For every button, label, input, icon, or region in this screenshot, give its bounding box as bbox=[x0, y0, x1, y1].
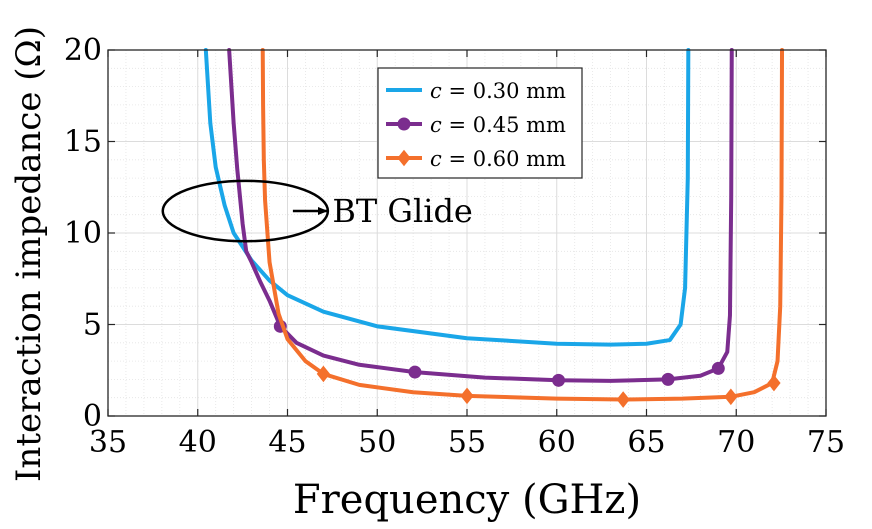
data-point-marker bbox=[552, 373, 566, 387]
ticks-layer: 35 40 45 50 55 60 65 70 75 0 5 10 15 20 bbox=[64, 33, 845, 460]
legend-label: c = 0.60 mm bbox=[430, 147, 566, 171]
annotation-layer: BT Glide bbox=[161, 179, 473, 243]
legend-entry-1: c = 0.30 mm bbox=[386, 79, 566, 103]
annotation-text: BT Glide bbox=[332, 192, 472, 230]
data-point-marker bbox=[661, 372, 675, 386]
x-tick-label: 75 bbox=[807, 425, 845, 460]
legend-label: c = 0.45 mm bbox=[430, 113, 566, 137]
series-line bbox=[203, 48, 691, 347]
annotation: BT Glide bbox=[161, 179, 473, 243]
data-point-marker bbox=[460, 387, 474, 405]
legend-entry-2: c = 0.45 mm bbox=[386, 113, 566, 137]
data-point-marker bbox=[316, 365, 331, 383]
legend-swatch-marker bbox=[397, 117, 411, 131]
data-point-marker bbox=[724, 388, 738, 406]
legend-label: c = 0.30 mm bbox=[430, 79, 566, 103]
grid-major bbox=[108, 50, 826, 416]
data-point-marker bbox=[767, 374, 781, 392]
x-tick-label: 60 bbox=[538, 425, 576, 460]
data-point-marker bbox=[711, 361, 725, 375]
y-tick-label: 5 bbox=[83, 308, 102, 343]
y-tick-label: 0 bbox=[83, 399, 102, 434]
x-tick-label: 50 bbox=[358, 425, 396, 460]
data-point-marker bbox=[616, 391, 630, 408]
y-tick-label: 15 bbox=[64, 125, 102, 160]
x-tick-label: 55 bbox=[448, 425, 486, 460]
x-tick-label: 35 bbox=[89, 425, 127, 460]
y-tick-label: 20 bbox=[64, 33, 102, 68]
x-axis-label: Frequency (GHz) bbox=[293, 477, 641, 523]
legend-swatch-marker bbox=[397, 149, 411, 167]
x-tick-label: 65 bbox=[627, 425, 665, 460]
y-tick-label: 10 bbox=[64, 216, 102, 251]
series-3 bbox=[260, 48, 785, 408]
y-axis-label: Interaction impedance (Ω) bbox=[9, 26, 49, 482]
x-tick-label: 70 bbox=[717, 425, 755, 460]
series-line bbox=[260, 48, 785, 402]
data-point-marker bbox=[408, 365, 422, 379]
legend-entry-3: c = 0.60 mm bbox=[386, 147, 566, 171]
x-tick-label: 45 bbox=[268, 425, 306, 460]
x-tick-label: 40 bbox=[179, 425, 217, 460]
series-1 bbox=[203, 48, 691, 347]
legend: c = 0.30 mm c = 0.45 mm c = 0.60 mm bbox=[377, 67, 583, 179]
